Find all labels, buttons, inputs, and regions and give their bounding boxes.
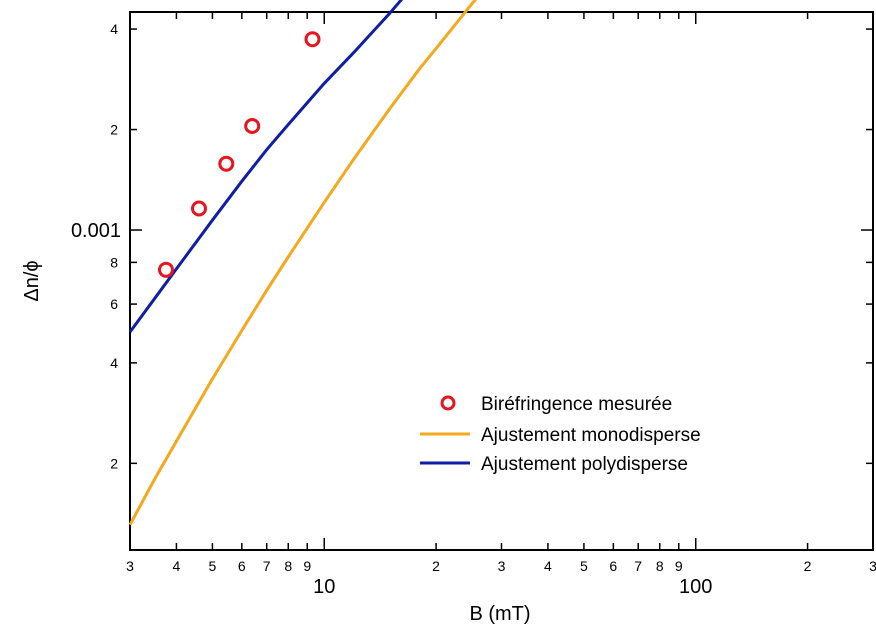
data-point-4 — [304, 31, 321, 48]
x-minor-tick-label-16: 3 — [869, 558, 876, 574]
x-minor-tick-label-14: 9 — [675, 558, 683, 574]
data-point-0 — [158, 261, 174, 278]
data-point-2 — [218, 155, 235, 172]
y-minor-tick-label-2: 6 — [110, 296, 118, 312]
x-minor-tick-label-7: 2 — [432, 558, 440, 574]
legend-label-monodisperse: Ajustement monodisperse — [481, 425, 701, 446]
y-axis-title: Δn/ϕ — [21, 260, 43, 301]
x-minor-tick-label-5: 8 — [284, 558, 292, 574]
x-minor-tick-label-0: 3 — [126, 558, 134, 574]
y-minor-tick-label-3: 8 — [110, 254, 118, 270]
lines-layer — [128, 0, 478, 526]
y-minor-tick-label-5: 4 — [110, 21, 118, 37]
x-axis-title: B (mT) — [469, 603, 530, 625]
x-minor-tick-label-13: 8 — [656, 558, 664, 574]
x-minor-tick-label-1: 4 — [173, 558, 181, 574]
data-point-3 — [244, 118, 261, 134]
legend-label-polydisperse: Ajustement polydisperse — [481, 454, 688, 475]
y-minor-tick-label-4: 2 — [110, 122, 118, 138]
y-minor-tick-label-0: 2 — [110, 455, 118, 471]
x-minor-tick-label-6: 9 — [303, 558, 311, 574]
x-minor-tick-label-12: 7 — [634, 558, 642, 574]
x-minor-tick-label-9: 4 — [544, 558, 552, 574]
x-minor-tick-label-10: 5 — [580, 558, 588, 574]
x-minor-tick-label-4: 7 — [263, 558, 271, 574]
x-minor-tick-label-15: 2 — [804, 558, 812, 574]
series-line-1 — [128, 0, 478, 526]
x-minor-tick-label-3: 6 — [238, 558, 246, 574]
x-minor-tick-label-2: 5 — [209, 558, 217, 574]
series-line-2 — [128, 0, 404, 333]
data-point-1 — [191, 200, 207, 217]
x-minor-tick-label-11: 6 — [609, 558, 617, 574]
ticks-layer: 345678923456789231010024682468240.0010.0… — [71, 12, 876, 598]
x-minor-tick-label-8: 3 — [498, 558, 506, 574]
y-major-tick-label-0: 0.001 — [71, 220, 121, 242]
x-major-tick-label-1: 100 — [679, 576, 712, 598]
legend-label-measured: Biréfringence mesurée — [481, 394, 672, 415]
y-minor-tick-label-1: 4 — [110, 355, 118, 371]
legend: Biréfringence mesurée Ajustement monodis… — [420, 394, 701, 475]
markers-layer — [158, 31, 321, 278]
legend-symbol-measured — [440, 395, 456, 411]
x-major-tick-label-0: 10 — [313, 576, 335, 598]
